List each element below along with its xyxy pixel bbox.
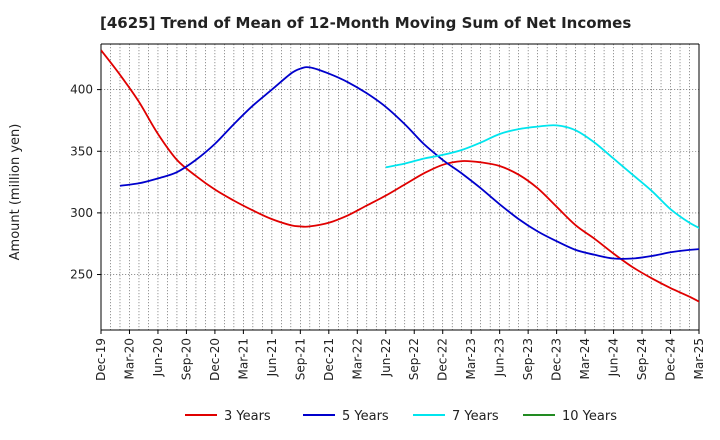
- series-line-7-years: [385, 124, 699, 229]
- x-tick-label: Dec-21: [322, 338, 336, 381]
- x-tick-label: Mar-21: [236, 338, 250, 379]
- x-tick-label: Dec-23: [550, 338, 564, 381]
- x-tick-label: Jun-22: [379, 338, 393, 377]
- y-axis-label: Amount (million yen): [8, 124, 23, 261]
- x-tick-label: Mar-20: [122, 338, 136, 379]
- y-tick-label: 250: [70, 268, 93, 282]
- x-tick-label: Sep-22: [407, 338, 421, 380]
- y-tick-label: 400: [70, 83, 93, 97]
- legend-label-3-years: 3 Years: [224, 409, 271, 424]
- legend-label-5-years: 5 Years: [342, 409, 389, 424]
- x-tick-label: Dec-19: [94, 338, 108, 381]
- series-line-5-years: [119, 66, 699, 260]
- x-tick-label: Dec-20: [208, 338, 222, 381]
- y-tick-label: 300: [70, 206, 93, 220]
- legend-label-10-years: 10 Years: [562, 409, 617, 424]
- x-tick-label: Mar-25: [692, 338, 706, 379]
- legend-label-7-years: 7 Years: [452, 409, 499, 424]
- x-tick-label: Mar-22: [350, 338, 364, 379]
- x-tick-label: Dec-22: [436, 338, 450, 381]
- chart-title: [4625] Trend of Mean of 12-Month Moving …: [100, 14, 632, 32]
- x-tick-label: Sep-24: [635, 338, 649, 380]
- x-tick-label: Jun-21: [265, 338, 279, 377]
- x-tick-label: Sep-21: [293, 338, 307, 380]
- x-tick-label: Jun-20: [151, 338, 165, 377]
- x-tick-label: Jun-24: [607, 338, 621, 377]
- x-tick-label: Mar-23: [464, 338, 478, 379]
- x-tick-label: Jun-23: [493, 338, 507, 377]
- x-tick-label: Sep-20: [179, 338, 193, 380]
- x-tick-label: Sep-23: [521, 338, 535, 380]
- series-line-3-years: [101, 49, 699, 303]
- x-tick-label: Mar-24: [578, 338, 592, 379]
- y-tick-label: 350: [70, 144, 93, 158]
- x-tick-label: Dec-24: [664, 338, 678, 381]
